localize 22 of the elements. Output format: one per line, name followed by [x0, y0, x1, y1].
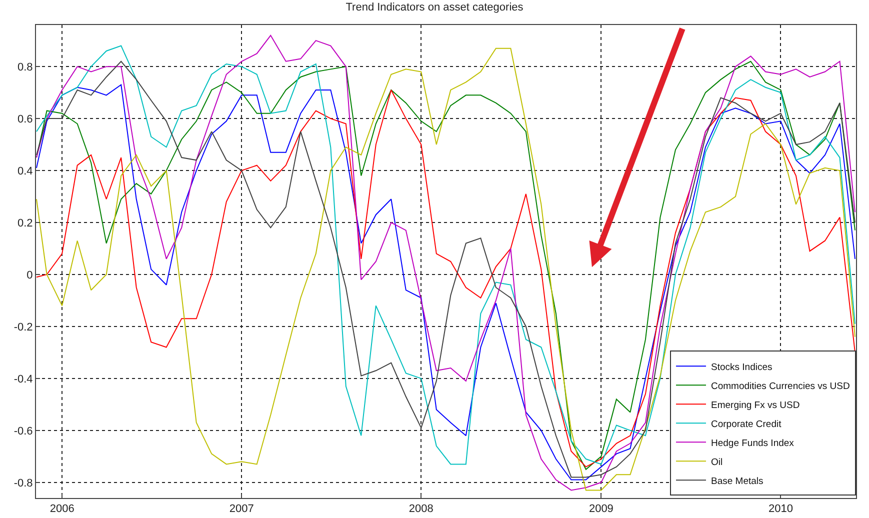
legend-label: Hedge Funds Index: [711, 438, 794, 449]
x-tick-label: 2006: [50, 503, 74, 516]
x-tick-label: 2010: [768, 503, 793, 516]
legend-label: Commodities Currencies vs USD: [711, 380, 850, 392]
y-tick-label: -0.2: [14, 321, 33, 334]
y-tick-label: -0.4: [14, 373, 33, 386]
legend-label: Emerging Fx vs USD: [711, 400, 800, 411]
y-tick-label: 0: [26, 269, 33, 282]
legend-label: Oil: [711, 456, 723, 468]
y-tick-label: 0.8: [18, 61, 33, 74]
y-tick-label: 0.4: [18, 165, 33, 178]
x-tick-label: 2007: [229, 503, 254, 516]
x-tick-label: 2008: [408, 503, 434, 516]
y-tick-label: -0.6: [14, 425, 33, 438]
legend-label: Corporate Credit: [711, 418, 782, 430]
chart-title: Trend Indicators on asset categories: [346, 1, 524, 14]
legend-label: Stocks Indices: [711, 362, 772, 373]
y-tick-label: 0.6: [18, 113, 33, 126]
y-tick-label: 0.2: [18, 217, 33, 230]
x-tick-label: 2009: [588, 503, 614, 516]
y-tick-label: -0.8: [14, 477, 33, 490]
legend-label: Base Metals: [711, 476, 764, 487]
